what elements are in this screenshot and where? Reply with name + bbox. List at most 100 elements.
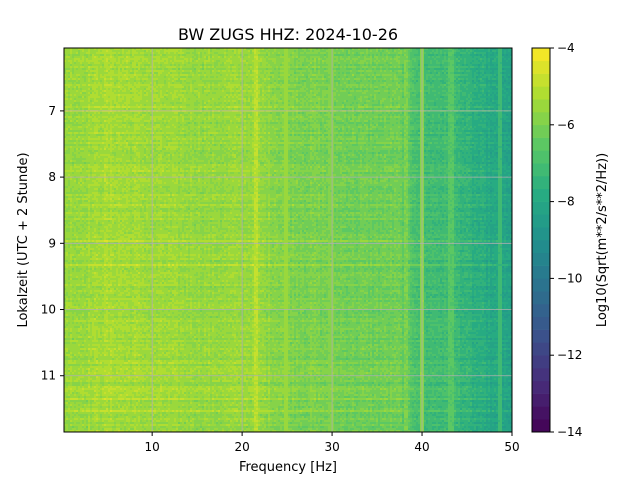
heatmap-cell	[188, 52, 190, 54]
heatmap-cell	[398, 68, 400, 70]
heatmap-cell	[212, 64, 214, 66]
heatmap-cell	[186, 60, 188, 62]
heatmap-cell	[432, 68, 434, 70]
heatmap-cell	[342, 64, 344, 66]
heatmap-cell	[278, 50, 280, 52]
heatmap-cell	[132, 56, 134, 58]
heatmap-cell	[258, 62, 260, 64]
heatmap-cell	[466, 68, 468, 70]
heatmap-cell	[428, 58, 430, 60]
heatmap-cell	[368, 52, 370, 54]
heatmap-cell	[304, 70, 306, 72]
heatmap-cell	[204, 68, 206, 70]
heatmap-cell	[168, 60, 170, 62]
heatmap-cell	[122, 56, 124, 58]
heatmap-cell	[246, 54, 248, 56]
heatmap-cell	[476, 70, 478, 72]
heatmap-cell	[438, 50, 440, 52]
heatmap-cell	[234, 52, 236, 54]
heatmap-cell	[336, 70, 338, 72]
heatmap-cell	[494, 58, 496, 60]
heatmap-cell	[80, 64, 82, 66]
heatmap-cell	[116, 72, 118, 74]
heatmap-cell	[328, 64, 330, 66]
heatmap-cell	[126, 52, 128, 54]
heatmap-cell	[250, 72, 252, 74]
heatmap-cell	[306, 60, 308, 62]
heatmap-cell	[412, 62, 414, 64]
heatmap-cell	[124, 56, 126, 58]
heatmap-cell	[244, 60, 246, 62]
heatmap-cell	[90, 68, 92, 70]
heatmap-cell	[326, 60, 328, 62]
heatmap-cell	[114, 62, 116, 64]
heatmap-cell	[406, 62, 408, 64]
heatmap-cell	[136, 58, 138, 60]
heatmap-cell	[380, 70, 382, 72]
heatmap-cell	[486, 56, 488, 58]
heatmap-cell	[384, 70, 386, 72]
heatmap-cell	[408, 50, 410, 52]
heatmap-cell	[230, 54, 232, 56]
heatmap-cell	[142, 50, 144, 52]
heatmap-cell	[178, 60, 180, 62]
heatmap-cell	[84, 52, 86, 54]
heatmap-cell	[300, 62, 302, 64]
heatmap-cell	[496, 54, 498, 56]
heatmap-cell	[282, 56, 284, 58]
heatmap-cell	[150, 66, 152, 68]
heatmap-cell	[342, 52, 344, 54]
heatmap-cell	[214, 60, 216, 62]
heatmap-cell	[230, 64, 232, 66]
heatmap-cell	[256, 62, 258, 64]
heatmap-cell	[468, 60, 470, 62]
heatmap-cell	[466, 70, 468, 72]
heatmap-cell	[272, 56, 274, 58]
heatmap-cell	[172, 68, 174, 70]
heatmap-cell	[460, 68, 462, 70]
heatmap-cell	[238, 52, 240, 54]
heatmap-cell	[382, 58, 384, 60]
heatmap-cell	[484, 50, 486, 52]
heatmap-cell	[476, 58, 478, 60]
heatmap-cell	[88, 54, 90, 56]
heatmap-cell	[256, 64, 258, 66]
heatmap-cell	[124, 68, 126, 70]
heatmap-cell	[210, 72, 212, 74]
heatmap-cell	[216, 50, 218, 52]
heatmap-cell	[146, 72, 148, 74]
heatmap-cell	[294, 56, 296, 58]
heatmap-cell	[362, 54, 364, 56]
heatmap-cell	[74, 62, 76, 64]
heatmap-cell	[328, 68, 330, 70]
heatmap-cell	[160, 50, 162, 52]
heatmap-cell	[428, 50, 430, 52]
heatmap-cell	[492, 50, 494, 52]
heatmap-cell	[276, 66, 278, 68]
heatmap-cell	[148, 58, 150, 60]
heatmap-cell	[254, 52, 256, 54]
heatmap-cell	[304, 66, 306, 68]
heatmap-cell	[198, 60, 200, 62]
heatmap-cell	[136, 54, 138, 56]
heatmap-cell	[202, 56, 204, 58]
heatmap-cell	[112, 66, 114, 68]
heatmap-cell	[170, 62, 172, 64]
heatmap-cell	[320, 62, 322, 64]
heatmap-cell	[214, 52, 216, 54]
heatmap-cell	[274, 54, 276, 56]
heatmap-cell	[418, 66, 420, 68]
heatmap-cell	[150, 50, 152, 52]
heatmap-cell	[468, 62, 470, 64]
heatmap-cell	[446, 64, 448, 66]
heatmap-cell	[186, 72, 188, 74]
heatmap-cell	[414, 66, 416, 68]
heatmap-cell	[260, 52, 262, 54]
heatmap-cell	[430, 70, 432, 72]
heatmap-cell	[74, 52, 76, 54]
heatmap-cell	[316, 54, 318, 56]
heatmap-cell	[344, 68, 346, 70]
heatmap-cell	[212, 58, 214, 60]
heatmap-cell	[454, 58, 456, 60]
heatmap-cell	[218, 60, 220, 62]
